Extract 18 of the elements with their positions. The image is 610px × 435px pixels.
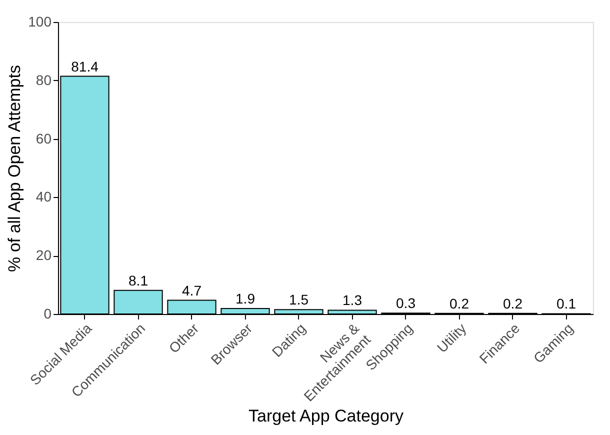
- y-tick-label: 100: [28, 14, 52, 30]
- y-tick-label: 40: [36, 188, 52, 205]
- data-label: 4.7: [182, 282, 202, 298]
- y-tick-label: 0: [44, 306, 52, 322]
- y-tick-label: 60: [36, 130, 52, 146]
- data-label: 81.4: [71, 58, 99, 74]
- data-label: 0.2: [450, 295, 470, 312]
- data-label: 8.1: [128, 272, 148, 288]
- y-tick-label: 80: [36, 72, 52, 88]
- data-label: 1.3: [342, 292, 362, 308]
- y-axis-title: % of all App Open Attempts: [5, 65, 24, 272]
- data-label: 0.3: [396, 295, 416, 312]
- x-axis-title: Target App Category: [248, 406, 404, 426]
- data-label: 0.2: [503, 295, 523, 312]
- data-label: 0.1: [556, 296, 576, 312]
- data-label: 1.9: [236, 290, 256, 306]
- data-label: 1.5: [289, 292, 309, 308]
- y-tick-label: 20: [36, 247, 52, 264]
